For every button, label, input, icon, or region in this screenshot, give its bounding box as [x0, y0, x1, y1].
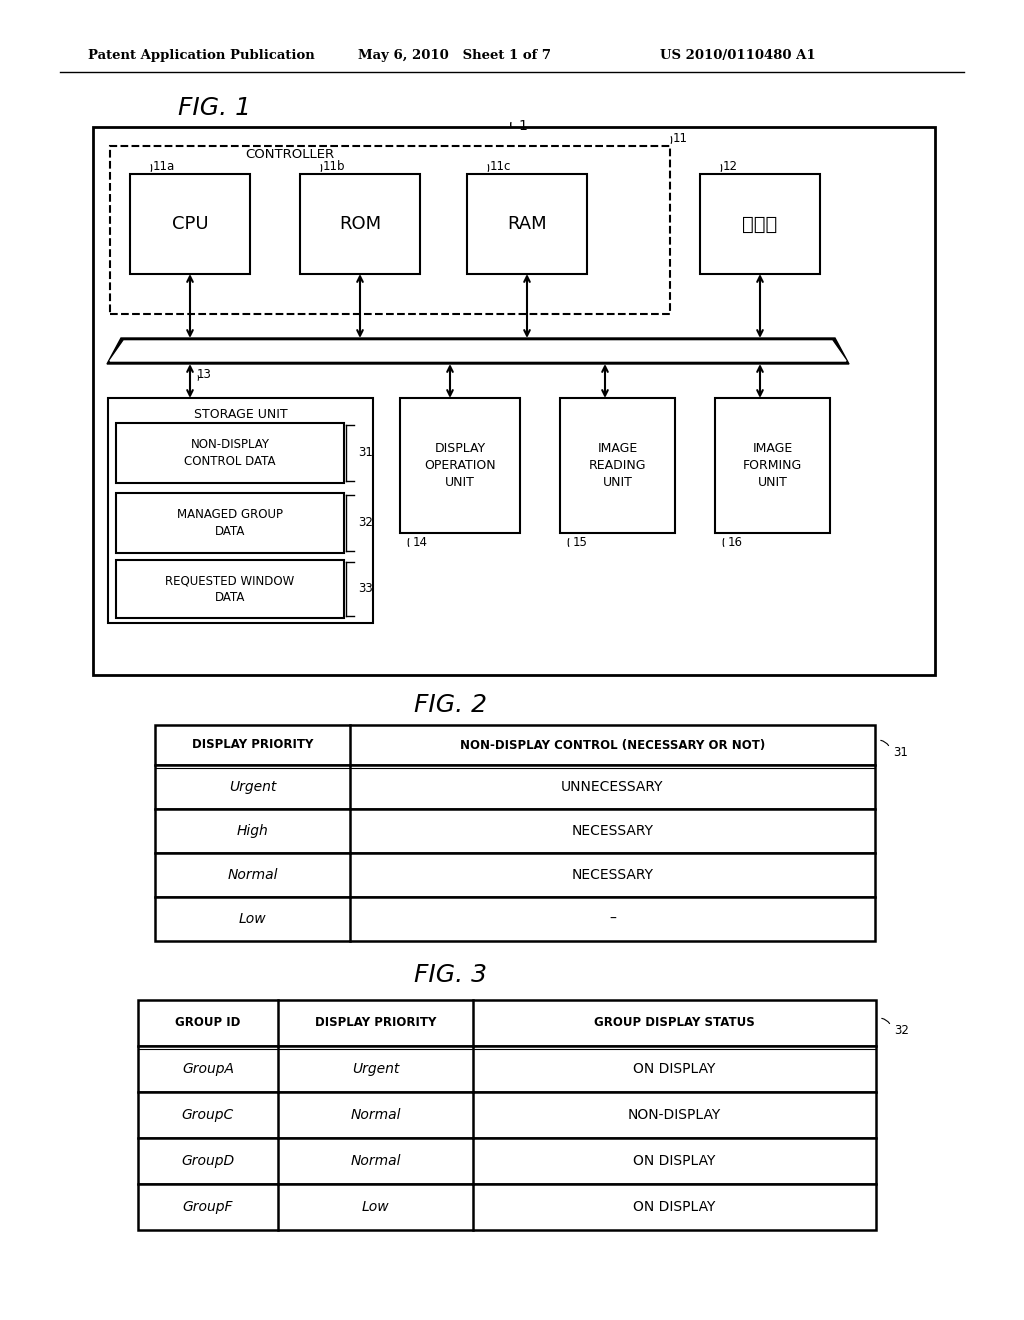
Bar: [138, 1045, 876, 1092]
Text: Normal: Normal: [350, 1107, 400, 1122]
Text: CPU: CPU: [172, 215, 208, 234]
Text: 13: 13: [197, 368, 212, 381]
Text: IMAGE
READING
UNIT: IMAGE READING UNIT: [589, 442, 646, 488]
Text: REQUESTED WINDOW
DATA: REQUESTED WINDOW DATA: [165, 574, 295, 605]
Text: GroupC: GroupC: [182, 1107, 234, 1122]
Text: FIG. 3: FIG. 3: [414, 964, 486, 987]
Text: Urgent: Urgent: [352, 1063, 399, 1076]
Text: GroupF: GroupF: [182, 1200, 233, 1214]
Text: 通信部: 通信部: [742, 214, 777, 234]
Bar: [400, 399, 520, 533]
Text: UNNECESSARY: UNNECESSARY: [561, 780, 664, 795]
Text: May 6, 2010   Sheet 1 of 7: May 6, 2010 Sheet 1 of 7: [358, 49, 551, 62]
Text: CONTROLLER: CONTROLLER: [246, 149, 335, 161]
Text: Normal: Normal: [350, 1154, 400, 1168]
Text: 11a: 11a: [153, 161, 175, 173]
Bar: [715, 399, 830, 533]
Text: DISPLAY
OPERATION
UNIT: DISPLAY OPERATION UNIT: [424, 442, 496, 488]
Text: 33: 33: [358, 582, 373, 595]
Text: NON-DISPLAY CONTROL (NECESSARY OR NOT): NON-DISPLAY CONTROL (NECESSARY OR NOT): [460, 738, 765, 751]
Text: MANAGED GROUP
DATA: MANAGED GROUP DATA: [177, 508, 283, 539]
Polygon shape: [110, 341, 846, 360]
Text: ROM: ROM: [339, 215, 381, 234]
FancyBboxPatch shape: [110, 147, 670, 314]
Text: GROUP ID: GROUP ID: [175, 1016, 241, 1030]
Polygon shape: [106, 338, 849, 364]
Bar: [155, 853, 874, 898]
Text: RAM: RAM: [507, 215, 547, 234]
Bar: [155, 766, 874, 809]
Bar: [700, 174, 820, 275]
Text: 11c: 11c: [490, 161, 511, 173]
Text: GroupA: GroupA: [182, 1063, 234, 1076]
Text: 32: 32: [894, 1023, 909, 1036]
Text: FIG. 1: FIG. 1: [178, 96, 252, 120]
Bar: [560, 399, 675, 533]
Text: 12: 12: [723, 161, 738, 173]
Bar: [130, 174, 250, 275]
Text: 14: 14: [413, 536, 428, 549]
Bar: [138, 1184, 876, 1230]
Text: DISPLAY PRIORITY: DISPLAY PRIORITY: [314, 1016, 436, 1030]
Text: NECESSARY: NECESSARY: [571, 869, 653, 882]
Text: NECESSARY: NECESSARY: [571, 824, 653, 838]
Bar: [108, 399, 373, 623]
Text: 11: 11: [673, 132, 688, 145]
Bar: [116, 560, 344, 618]
Text: 15: 15: [573, 536, 588, 549]
Text: ON DISPLAY: ON DISPLAY: [633, 1063, 716, 1076]
Text: –: –: [609, 912, 616, 927]
Text: GROUP DISPLAY STATUS: GROUP DISPLAY STATUS: [594, 1016, 755, 1030]
Text: NON-DISPLAY
CONTROL DATA: NON-DISPLAY CONTROL DATA: [184, 438, 275, 469]
Bar: [155, 898, 874, 941]
Text: 16: 16: [728, 536, 743, 549]
Text: DISPLAY PRIORITY: DISPLAY PRIORITY: [191, 738, 313, 751]
Bar: [467, 174, 587, 275]
Text: US 2010/0110480 A1: US 2010/0110480 A1: [660, 49, 816, 62]
Text: ON DISPLAY: ON DISPLAY: [633, 1200, 716, 1214]
Text: GroupD: GroupD: [181, 1154, 234, 1168]
Text: 31: 31: [358, 446, 373, 459]
Text: FIG. 2: FIG. 2: [414, 693, 486, 717]
Bar: [300, 174, 420, 275]
Bar: [116, 422, 344, 483]
Bar: [138, 1001, 876, 1045]
Text: IMAGE
FORMING
UNIT: IMAGE FORMING UNIT: [742, 442, 802, 488]
Text: Low: Low: [239, 912, 266, 927]
Text: 1: 1: [518, 119, 527, 133]
Text: Patent Application Publication: Patent Application Publication: [88, 49, 314, 62]
Text: 31: 31: [893, 746, 908, 759]
Text: STORAGE UNIT: STORAGE UNIT: [194, 408, 288, 421]
Text: Urgent: Urgent: [228, 780, 276, 795]
Text: 11b: 11b: [323, 161, 345, 173]
Text: ON DISPLAY: ON DISPLAY: [633, 1154, 716, 1168]
Bar: [155, 725, 874, 766]
Text: NON-DISPLAY: NON-DISPLAY: [628, 1107, 721, 1122]
Text: High: High: [237, 824, 268, 838]
Text: Normal: Normal: [227, 869, 278, 882]
Bar: [138, 1092, 876, 1138]
Bar: [116, 492, 344, 553]
Bar: [93, 127, 935, 675]
Bar: [138, 1138, 876, 1184]
Text: Low: Low: [361, 1200, 389, 1214]
Text: 32: 32: [358, 516, 373, 529]
Bar: [155, 809, 874, 853]
